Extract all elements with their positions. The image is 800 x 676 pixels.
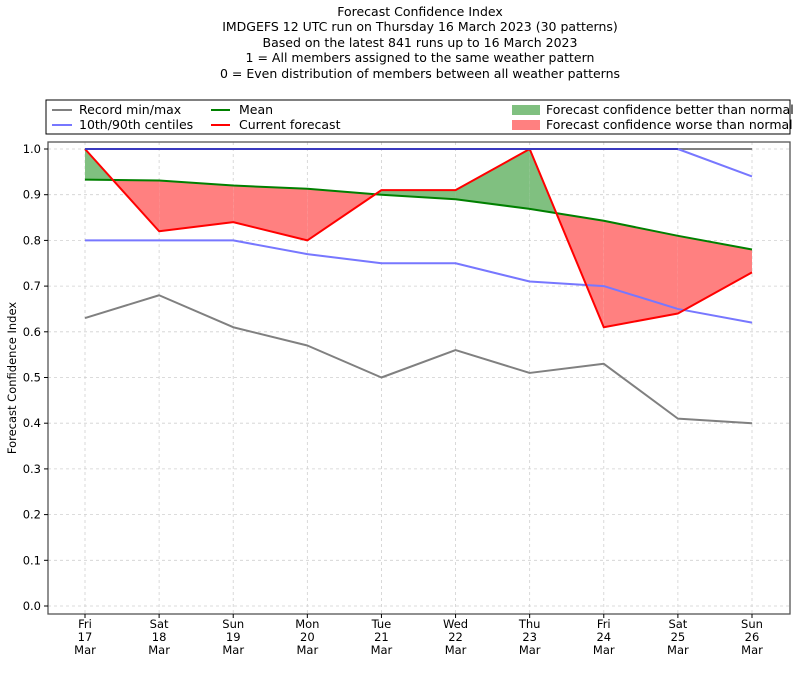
y-tick-label: 0.6 [23,325,41,339]
y-tick-label: 0.9 [23,188,41,202]
x-tick-label: Tue [371,617,392,631]
legend-label-mean: Mean [239,102,273,117]
x-tick-label: 19 [226,630,241,644]
title-line-5: 0 = Even distribution of members between… [220,66,620,81]
x-tick-label: Fri [78,617,92,631]
x-tick-label: Mar [148,643,170,657]
x-tick-label: Mar [519,643,541,657]
title-line-2: IMDGEFS 12 UTC run on Thursday 16 March … [222,19,618,34]
legend-label-record: Record min/max [79,102,181,117]
x-axis: Fri17MarSat18MarSun19MarMon20MarTue21Mar… [74,614,763,657]
x-tick-label: 25 [671,630,686,644]
fill-better-than-normal [455,149,530,209]
x-tick-label: Mar [74,643,96,657]
x-tick-label: Sat [150,617,169,631]
legend-label-worse: Forecast confidence worse than normal [546,117,793,132]
record-min-line [84,294,753,425]
series-lines [84,148,753,425]
y-tick-label: 0.8 [23,233,41,247]
fill-worse-than-normal [307,188,376,241]
x-tick-label: 22 [448,630,463,644]
x-tick-label: 21 [374,630,389,644]
x-tick-label: Mon [295,617,319,631]
x-tick-label: Wed [443,617,468,631]
x-tick-label: Mar [296,643,318,657]
x-tick-label: Sun [741,617,763,631]
legend-label-current: Current forecast [239,117,341,132]
fill-worse-than-normal [677,235,752,314]
y-tick-label: 0.7 [23,279,41,293]
x-tick-label: Fri [597,617,611,631]
legend: Record min/max 10th/90th centiles Mean C… [45,99,794,135]
y-tick-label: 1.0 [23,142,41,156]
x-tick-label: Mar [371,643,393,657]
y-axis: 0.0 0.1 0.2 0.3 0.4 0.5 0.6 0.7 0.8 0.9 1.0 [23,142,48,613]
x-tick-label: Mar [667,643,689,657]
legend-label-centiles: 10th/90th centiles [79,117,193,132]
y-axis-label: Forecast Confidence Index [5,302,19,454]
x-tick-label: Mar [222,643,244,657]
y-tick-label: 0.3 [23,462,41,476]
x-tick-label: 18 [152,630,167,644]
x-tick-label: Mar [593,643,615,657]
y-tick-label: 0.4 [23,416,41,430]
title-line-1: Forecast Confidence Index [337,4,503,19]
x-tick-label: Sat [668,617,687,631]
x-tick-label: Sun [222,617,244,631]
fill-worse-than-normal [233,185,308,241]
legend-label-better: Forecast confidence better than normal [546,102,794,117]
y-tick-label: 0.2 [23,508,41,522]
mean-line [84,178,753,251]
fill-better-than-normal [381,190,456,200]
current-forecast-line [84,148,753,329]
centile-90-line [85,148,753,178]
x-tick-label: Mar [445,643,467,657]
legend-swatch-better [512,105,540,115]
fill-worse-than-normal [159,180,234,232]
chart-title: Forecast Confidence Index IMDGEFS 12 UTC… [220,4,620,81]
x-tick-label: 17 [78,630,93,644]
y-tick-label: 0.1 [23,553,41,567]
centile-10-line [85,239,753,324]
legend-frame [45,99,791,135]
x-tick-label: 26 [745,630,760,644]
x-tick-label: 24 [596,630,611,644]
y-tick-label: 0.5 [23,371,41,385]
title-line-4: 1 = All members assigned to the same wea… [246,50,595,65]
legend-swatch-worse [512,120,540,130]
title-line-3: Based on the latest 841 runs up to 16 Ma… [263,35,578,50]
y-tick-label: 0.0 [23,599,41,613]
x-tick-label: 20 [300,630,315,644]
x-tick-label: Thu [518,617,541,631]
x-tick-label: Mar [741,643,763,657]
x-tick-label: 23 [522,630,537,644]
fill-worse-than-normal [603,220,678,328]
